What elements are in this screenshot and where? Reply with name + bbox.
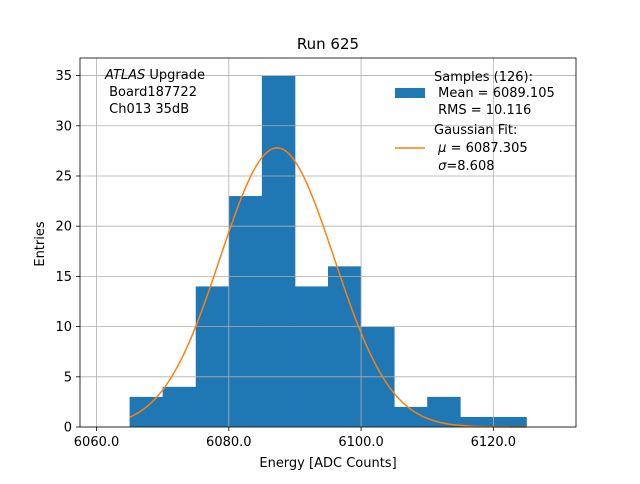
legend-mu-value: = 6087.305 [446,141,527,156]
legend-mu-label: μ = 6087.305 [434,141,528,156]
y-tick-label: 30 [55,119,72,134]
y-tick-label: 15 [55,270,72,285]
histogram-bar [294,286,329,427]
legend: Samples (126): Mean = 6089.105 RMS = 10.… [395,70,555,174]
axes-frame [79,57,577,428]
legend-samples-label: Samples (126): [434,70,533,85]
histogram-bar [394,406,428,427]
histogram-bar [162,386,197,427]
plot-area: 6060.0 6080.0 6100.0 6120.0 0 5 10 15 20 25 30 35 [55,57,577,450]
annotation-line-1: ATLAS Upgrade [104,68,205,83]
histogram-bar [460,416,494,427]
legend-sigma-value: =8.608 [446,159,494,174]
histogram-bar [493,416,527,427]
x-axis-label: Energy [ADC Counts] [259,456,396,471]
y-tick-label: 10 [55,320,72,335]
annotation-upgrade-word: Upgrade [145,68,205,83]
legend-sigma-symbol: σ [438,159,447,174]
histogram-bar [228,196,263,427]
legend-sigma-label: σ=8.608 [434,159,495,174]
histogram-bar [328,266,362,427]
legend-mu-symbol: μ [437,141,446,156]
y-axis-label: Entries [33,221,48,267]
legend-fit-label: Gaussian Fit: [434,123,517,138]
histogram-bar [261,75,296,428]
histogram-bar [427,396,461,427]
chart-title: Run 625 [297,35,359,53]
y-tick-label: 5 [64,370,72,385]
x-tick-label: 6120.0 [471,435,517,450]
gaussian-fit-curve [129,147,527,428]
x-tick-label: 6060.0 [74,435,120,450]
annotation-channel: Ch013 35dB [105,102,189,117]
x-tick-label: 6100.0 [338,435,384,450]
y-tick-label: 20 [55,220,72,235]
annotation-board: Board187722 [105,85,197,100]
atlas-annotation: ATLAS Upgrade Board187722 Ch013 35dB [104,68,205,117]
histogram-bar [129,396,164,427]
y-tick-label: 35 [55,69,72,84]
y-tick-label: 0 [64,421,72,436]
y-tick-label: 25 [55,169,72,184]
annotation-atlas-word: ATLAS [104,68,145,83]
histogram-bar [195,286,230,427]
legend-mean-label: Mean = 6089.105 [434,86,555,101]
legend-histogram-swatch [395,88,425,98]
x-tick-label: 6080.0 [206,435,252,450]
legend-rms-label: RMS = 10.116 [434,103,531,118]
